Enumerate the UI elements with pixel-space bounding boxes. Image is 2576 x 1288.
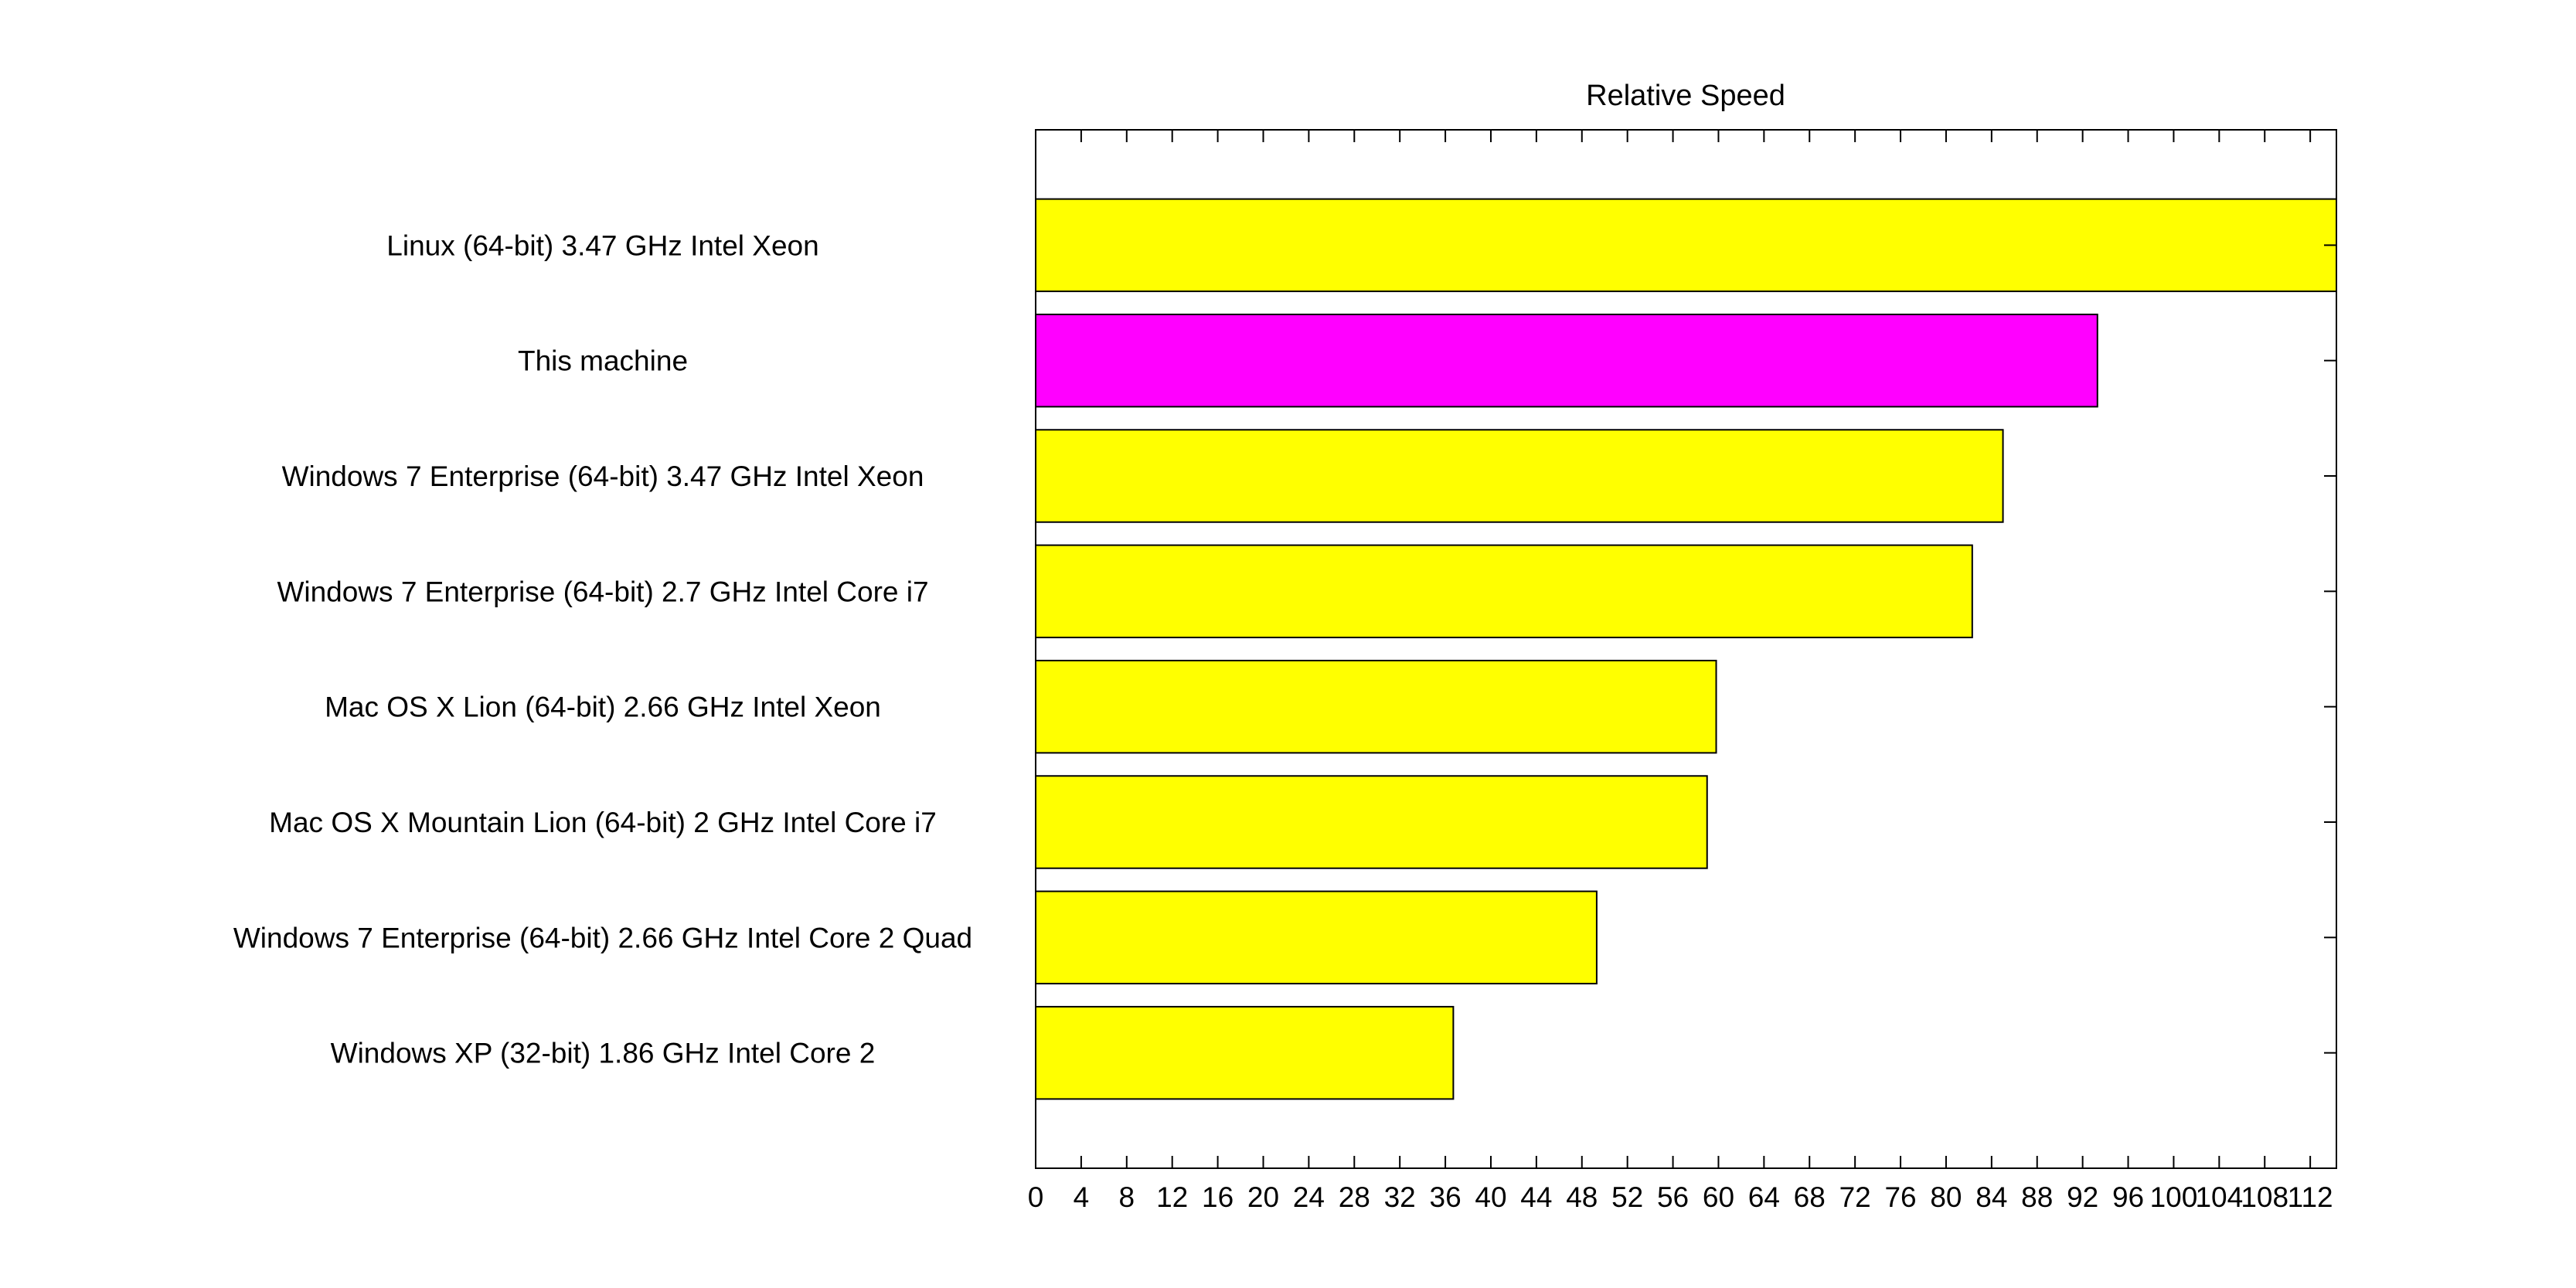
category-label: This machine bbox=[518, 345, 688, 377]
category-label: Mac OS X Mountain Lion (64-bit) 2 GHz In… bbox=[269, 807, 937, 838]
x-tick-label: 84 bbox=[1975, 1181, 2007, 1213]
chart-title: Relative Speed bbox=[1586, 80, 1785, 112]
x-tick-label: 8 bbox=[1119, 1181, 1135, 1213]
category-label: Windows 7 Enterprise (64-bit) 2.66 GHz I… bbox=[233, 922, 972, 953]
x-tick-label: 12 bbox=[1156, 1181, 1188, 1213]
x-tick-label: 92 bbox=[2067, 1181, 2098, 1213]
x-tick-label: 68 bbox=[1794, 1181, 1826, 1213]
x-tick-label: 40 bbox=[1475, 1181, 1506, 1213]
category-label: Mac OS X Lion (64-bit) 2.66 GHz Intel Xe… bbox=[325, 692, 881, 723]
x-tick-label: 56 bbox=[1657, 1181, 1689, 1213]
x-tick-label: 24 bbox=[1293, 1181, 1325, 1213]
category-label: Windows XP (32-bit) 1.86 GHz Intel Core … bbox=[331, 1038, 876, 1069]
x-tick-label: 96 bbox=[2112, 1181, 2144, 1213]
bar bbox=[1035, 544, 1973, 639]
x-tick-label: 48 bbox=[1566, 1181, 1598, 1213]
x-tick-label: 52 bbox=[1611, 1181, 1643, 1213]
plot-frame bbox=[1035, 129, 2337, 1169]
x-tick-label: 44 bbox=[1520, 1181, 1552, 1213]
x-tick-label: 32 bbox=[1384, 1181, 1416, 1213]
bar bbox=[1035, 429, 2004, 523]
x-tick-label: 100 bbox=[2150, 1181, 2198, 1213]
plot-background bbox=[1036, 130, 2336, 1168]
labels-layer: Linux (64-bit) 3.47 GHz Intel Xeon This m… bbox=[233, 229, 2333, 1213]
bar bbox=[1035, 775, 1708, 869]
x-tick-label: 36 bbox=[1430, 1181, 1462, 1213]
x-tick-label: 108 bbox=[2241, 1181, 2288, 1213]
bar bbox=[1035, 198, 2337, 293]
x-tick-label: 112 bbox=[2288, 1181, 2333, 1213]
category-label: Linux (64-bit) 3.47 GHz Intel Xeon bbox=[386, 229, 818, 261]
x-tick-label: 88 bbox=[2021, 1181, 2053, 1213]
x-tick-label: 64 bbox=[1748, 1181, 1780, 1213]
x-tick-label: 60 bbox=[1703, 1181, 1734, 1213]
x-tick-label: 16 bbox=[1202, 1181, 1234, 1213]
x-tick-label: 28 bbox=[1339, 1181, 1370, 1213]
bar bbox=[1035, 313, 2098, 408]
category-label: Windows 7 Enterprise (64-bit) 3.47 GHz I… bbox=[282, 460, 924, 492]
bar bbox=[1035, 659, 1717, 754]
x-tick-label: 20 bbox=[1247, 1181, 1279, 1213]
category-label: Windows 7 Enterprise (64-bit) 2.7 GHz In… bbox=[277, 576, 928, 607]
x-tick-label: 0 bbox=[1028, 1181, 1044, 1213]
x-tick-label: 76 bbox=[1884, 1181, 1916, 1213]
x-tick-label: 104 bbox=[2195, 1181, 2243, 1213]
bars-layer bbox=[1035, 198, 2337, 1100]
x-tick-label: 80 bbox=[1930, 1181, 1962, 1213]
x-tick-label: 4 bbox=[1074, 1181, 1090, 1213]
x-tick-label: 72 bbox=[1839, 1181, 1871, 1213]
bar bbox=[1035, 1005, 1455, 1100]
bar bbox=[1035, 890, 1598, 985]
